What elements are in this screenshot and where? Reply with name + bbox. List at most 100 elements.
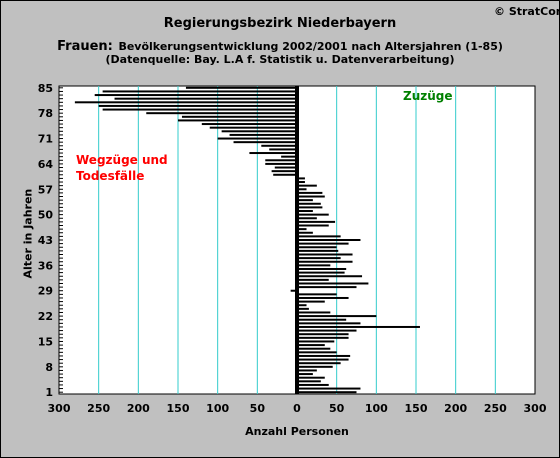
bar-age-70 xyxy=(233,141,297,144)
bar-age-44 xyxy=(297,235,341,238)
annotation-inflow: Zuzüge xyxy=(403,89,453,103)
bar-age-85 xyxy=(185,86,297,89)
y-axis-label: Alter in Jahren xyxy=(21,188,35,279)
bar-age-34 xyxy=(297,271,345,274)
bar-age-18 xyxy=(297,329,357,332)
bar-age-28 xyxy=(297,293,337,296)
x-axis-label: Anzahl Personen xyxy=(245,425,349,438)
y-tick-label: 29 xyxy=(38,285,53,298)
bar-age-1 xyxy=(297,391,357,394)
bar-age-17 xyxy=(297,333,349,336)
y-tick-label: 85 xyxy=(38,82,53,95)
bar-age-11 xyxy=(297,354,351,357)
bar-age-66 xyxy=(281,155,297,158)
annotation-outflow-2: Todesfälle xyxy=(76,169,145,183)
bar-age-36 xyxy=(297,264,331,267)
bar-series xyxy=(74,86,420,394)
bar-age-48 xyxy=(297,220,336,223)
bar-age-16 xyxy=(297,336,349,339)
bar-age-13 xyxy=(297,347,331,350)
bar-age-29 xyxy=(290,289,297,292)
bar-age-49 xyxy=(297,217,317,220)
x-tick-label: 150 xyxy=(405,402,428,415)
bar-age-45 xyxy=(297,231,313,234)
data-source: (Datenquelle: Bay. L.A f. Statistik u. D… xyxy=(105,53,455,66)
x-tick-label: 150 xyxy=(167,402,190,415)
bar-age-35 xyxy=(297,267,347,270)
x-tick-label: 100 xyxy=(365,402,388,415)
copyright-label: © StratCon xyxy=(494,5,560,18)
bar-age-41 xyxy=(297,246,337,249)
bar-age-67 xyxy=(249,152,297,155)
bar-age-79 xyxy=(102,108,297,111)
bar-age-2 xyxy=(297,387,361,390)
bar-age-52 xyxy=(297,206,323,209)
bar-age-10 xyxy=(297,358,349,361)
subtitle-prefix: Frauen: xyxy=(57,39,113,54)
bar-age-47 xyxy=(297,224,329,227)
bar-age-26 xyxy=(297,300,325,303)
bar-age-51 xyxy=(297,210,313,213)
bar-age-76 xyxy=(178,119,297,122)
bar-age-72 xyxy=(229,133,297,136)
x-tick-label: 300 xyxy=(48,402,71,415)
bar-age-61 xyxy=(273,173,297,176)
bar-age-14 xyxy=(297,344,325,347)
y-tick-label: 43 xyxy=(38,234,53,247)
bar-age-27 xyxy=(297,296,349,299)
bar-age-82 xyxy=(114,97,298,100)
x-tick-label: 300 xyxy=(524,402,547,415)
x-tick-label: 0 xyxy=(293,402,301,415)
bar-age-57 xyxy=(297,188,307,191)
bar-age-53 xyxy=(297,202,321,205)
bar-age-80 xyxy=(98,104,298,107)
y-tick-label: 15 xyxy=(38,335,53,348)
bar-age-83 xyxy=(94,94,297,97)
bar-age-5 xyxy=(297,376,325,379)
y-tick-label: 36 xyxy=(38,259,54,272)
bar-age-46 xyxy=(297,228,307,231)
x-tick-labels: 300 250 200 150 100 50 0 50 100 150 200 250 300 xyxy=(48,402,547,415)
bar-age-71 xyxy=(217,137,297,140)
bar-age-22 xyxy=(297,315,377,318)
bar-age-7 xyxy=(297,369,317,372)
x-tick-label: 250 xyxy=(87,402,110,415)
bar-age-33 xyxy=(297,275,363,278)
bar-age-15 xyxy=(297,340,335,343)
bar-age-37 xyxy=(297,260,353,263)
bar-age-19 xyxy=(297,325,420,328)
bar-age-69 xyxy=(261,144,297,147)
bar-age-56 xyxy=(297,191,323,194)
bar-age-84 xyxy=(102,90,297,93)
annotation-outflow-1: Wegzüge und xyxy=(76,153,168,167)
bar-age-59 xyxy=(297,181,305,184)
bar-age-31 xyxy=(297,282,369,285)
x-tick-label: 250 xyxy=(484,402,507,415)
bar-age-25 xyxy=(297,304,307,307)
x-tick-label: 200 xyxy=(127,402,150,415)
bar-age-23 xyxy=(297,311,331,314)
y-tick-labels: 1 8 15 22 29 36 43 50 57 64 71 78 85 xyxy=(38,82,54,399)
chart-title: Regierungsbezirk Niederbayern xyxy=(163,16,397,31)
bar-age-30 xyxy=(297,286,357,289)
x-tick-label: 200 xyxy=(444,402,467,415)
bar-age-4 xyxy=(297,380,321,383)
bar-age-58 xyxy=(297,184,317,187)
bar-age-9 xyxy=(297,362,341,365)
bar-age-8 xyxy=(297,365,333,368)
bar-age-43 xyxy=(297,239,361,241)
bar-age-50 xyxy=(297,213,329,216)
y-tick-label: 8 xyxy=(45,361,53,374)
y-tick-label: 22 xyxy=(38,310,53,323)
bar-age-77 xyxy=(181,115,297,118)
bar-age-24 xyxy=(297,307,309,310)
y-tick-label: 78 xyxy=(38,107,53,120)
subtitle-text: Bevölkerungsentwicklung 2002/2001 nach A… xyxy=(118,40,503,53)
bar-age-73 xyxy=(221,130,297,133)
x-tick-label: 50 xyxy=(250,402,266,415)
bar-age-3 xyxy=(297,383,329,386)
bar-age-20 xyxy=(297,322,361,325)
bar-age-32 xyxy=(297,278,329,281)
chart-subtitle: Frauen: Bevölkerungsentwicklung 2002/200… xyxy=(0,35,560,54)
bar-age-6 xyxy=(297,373,313,376)
